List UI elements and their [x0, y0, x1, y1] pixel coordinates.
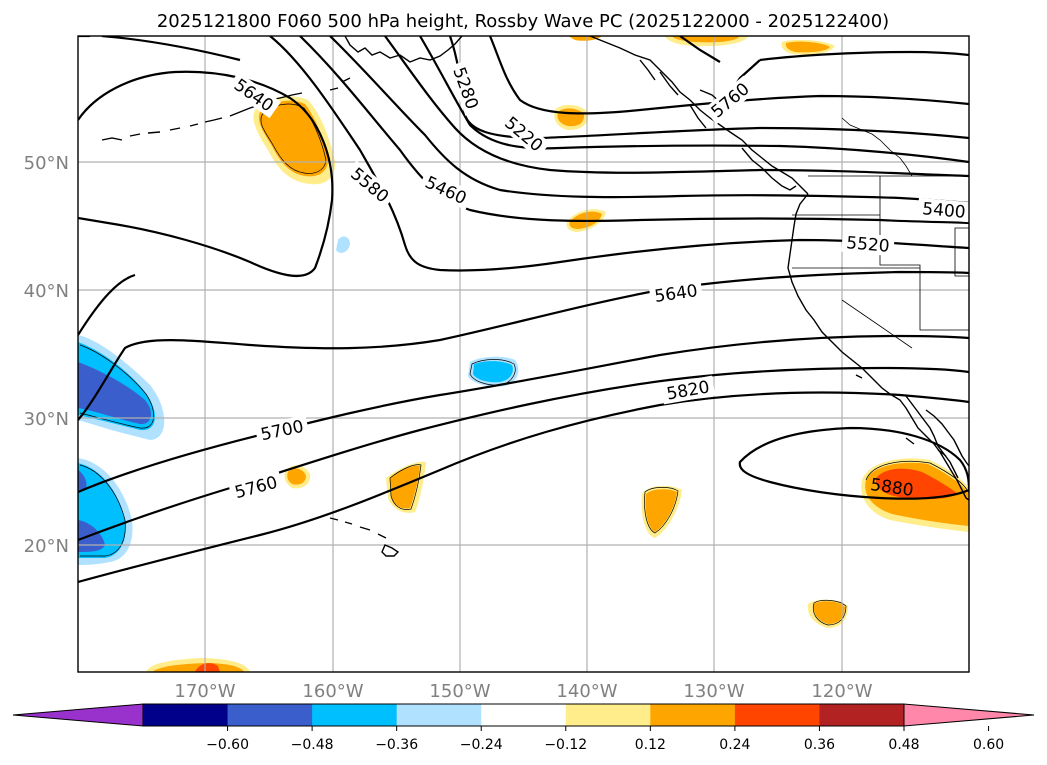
colorbar-extend-low — [12, 703, 144, 727]
contour-label: 5520 — [845, 233, 890, 257]
anomaly-outline-2 — [79, 344, 154, 429]
california-nevada-border — [841, 299, 913, 349]
positive-anomaly-top-core — [672, 36, 740, 43]
lon-label: 150°W — [429, 681, 490, 702]
contour-5460 — [329, 36, 969, 205]
anomaly-outline-7 — [812, 599, 847, 626]
colorbar-segment — [143, 704, 229, 726]
colorbar-segment — [481, 704, 567, 726]
positive-anomaly-bottom-core — [152, 663, 244, 672]
contour-5340 — [419, 36, 969, 164]
colorbar-segment — [396, 704, 482, 726]
contour-5640-northwest — [78, 70, 334, 277]
contour-5520 — [299, 36, 969, 225]
colorbar-tick-label: 0.48 — [888, 737, 919, 753]
state-borders-2 — [954, 227, 969, 277]
map-title: 2025121800 F060 500 hPa height, Rossby W… — [157, 11, 889, 32]
lon-label: 140°W — [556, 681, 617, 702]
colorbar-tick-label: −0.36 — [375, 737, 418, 753]
hawaiian-islands — [329, 517, 400, 557]
positive-anomaly-southeast-strong — [875, 468, 958, 500]
baja-california — [905, 395, 959, 479]
colorbar: −0.60 −0.48 −0.36 −0.24 −0.12 0.12 0.24 0.36 0.4… — [12, 703, 1035, 753]
positive-anomaly-small-3-core — [287, 468, 306, 485]
map-area: 5640 5580 5460 5280 5220 5760 5400 5520 … — [78, 36, 969, 672]
lat-label: 50°N — [24, 153, 69, 174]
anomaly-shading — [78, 36, 969, 672]
anomaly-outline-4 — [469, 359, 516, 386]
colorbar-segment — [565, 704, 651, 726]
colorbar-tick-label: −0.24 — [460, 737, 503, 753]
positive-anomaly-small-4-core — [390, 465, 420, 509]
colorbar-extend-high — [903, 703, 1035, 727]
bc-islands — [639, 59, 721, 129]
contour-5760-north — [759, 50, 969, 62]
negative-anomaly-central-core — [473, 361, 513, 383]
positive-anomaly-bottom-strong — [195, 663, 220, 672]
colorbar-tick-label: −0.12 — [544, 737, 587, 753]
anomaly-outline-5 — [389, 464, 422, 510]
lon-label: 160°W — [302, 681, 363, 702]
colorbar-tick-label: −0.48 — [291, 737, 334, 753]
negative-anomaly-west-small — [78, 470, 87, 490]
anomaly-outline-6 — [644, 487, 679, 534]
colorbar-ticks: −0.60 −0.48 −0.36 −0.24 −0.12 0.12 0.24 0.36 0.4… — [206, 726, 1004, 753]
bc-alberta-border — [841, 117, 913, 177]
contour-5580 — [269, 36, 969, 272]
colorbar-segment — [734, 704, 820, 726]
islands-misc — [855, 374, 947, 457]
colorbar-segment — [650, 704, 736, 726]
contour-5220 — [488, 36, 969, 115]
gulf-of-california — [925, 409, 969, 467]
contour-5700 — [78, 334, 969, 494]
contour-5760-south — [78, 366, 969, 542]
colorbar-frame — [142, 703, 905, 727]
anomaly-outline-8 — [865, 460, 969, 494]
anomaly-outline-3 — [79, 464, 126, 557]
latitude-labels: 50°N 40°N 30°N 20°N — [24, 153, 69, 557]
gridlines — [78, 36, 969, 672]
colorbar-tick-label: 0.12 — [635, 737, 666, 753]
anomaly-outlines — [79, 103, 969, 626]
lat-label: 30°N — [24, 409, 69, 430]
lon-label: 130°W — [683, 681, 744, 702]
colorbar-segments — [143, 704, 905, 726]
height-contours — [78, 36, 969, 584]
contour-fragment-top-2 — [101, 36, 241, 62]
contour-5640-main — [78, 270, 969, 421]
contour-label: 5400 — [921, 199, 966, 223]
us-west-coast — [787, 193, 969, 501]
positive-anomaly-small-5-core — [645, 489, 677, 532]
positive-anomaly-northeast-core — [785, 41, 830, 53]
lat-label: 40°N — [24, 281, 69, 302]
lon-label: 170°W — [174, 681, 235, 702]
lon-label: 120°W — [811, 681, 872, 702]
positive-anomaly-small-6-core — [813, 601, 845, 624]
colorbar-tick-label: 0.36 — [804, 737, 835, 753]
longitude-labels: 170°W 160°W 150°W 140°W 130°W 120°W — [174, 681, 872, 702]
negative-anomaly-west-upper-strong — [78, 362, 152, 425]
contour-5820 — [78, 391, 969, 584]
colorbar-segment — [312, 704, 398, 726]
colorbar-segment — [227, 704, 313, 726]
colorbar-segment — [819, 704, 905, 726]
lat-label: 20°N — [24, 536, 69, 557]
colorbar-tick-label: 0.60 — [973, 737, 1004, 753]
aleutian-islands — [101, 92, 303, 141]
map-frame — [77, 35, 970, 673]
contour-fragment-top-3 — [679, 36, 721, 63]
contour-5400 — [384, 36, 969, 178]
vancouver-island — [741, 147, 797, 191]
colorbar-tick-label: 0.24 — [719, 737, 750, 753]
colorbar-tick-label: −0.60 — [206, 737, 249, 753]
negative-anomaly-small — [336, 236, 350, 253]
contour-5640-fragment — [78, 273, 136, 336]
